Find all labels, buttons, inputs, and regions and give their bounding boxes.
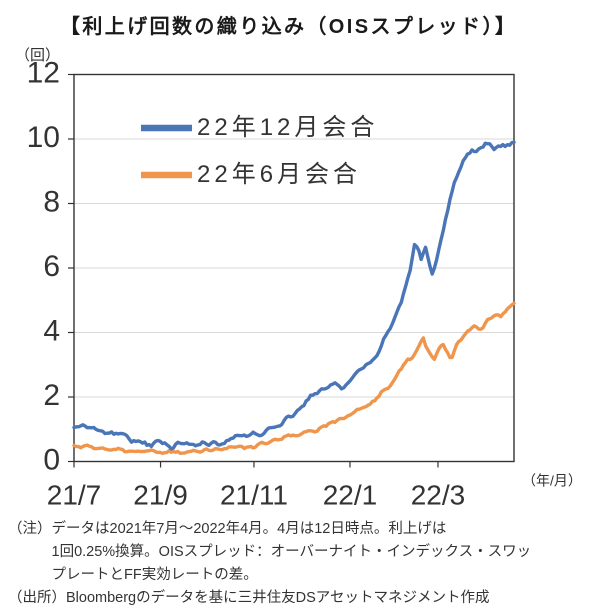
svg-text:4: 4 <box>43 315 60 348</box>
svg-text:12: 12 <box>27 57 60 90</box>
svg-text:21/11: 21/11 <box>220 480 288 511</box>
svg-text:22/1: 22/1 <box>323 480 378 511</box>
svg-text:0: 0 <box>43 444 60 477</box>
svg-text:（年/月）: （年/月） <box>522 473 582 489</box>
svg-text:2: 2 <box>43 379 60 412</box>
svg-text:6: 6 <box>43 250 60 283</box>
svg-text:8: 8 <box>43 186 60 219</box>
svg-text:21/7: 21/7 <box>47 480 102 511</box>
svg-text:22年6月会合: 22年6月会合 <box>197 161 361 188</box>
svg-text:21/9: 21/9 <box>133 480 188 511</box>
svg-text:22年12月会合: 22年12月会合 <box>197 114 378 141</box>
svg-text:10: 10 <box>27 121 60 154</box>
svg-text:22/3: 22/3 <box>411 480 466 511</box>
